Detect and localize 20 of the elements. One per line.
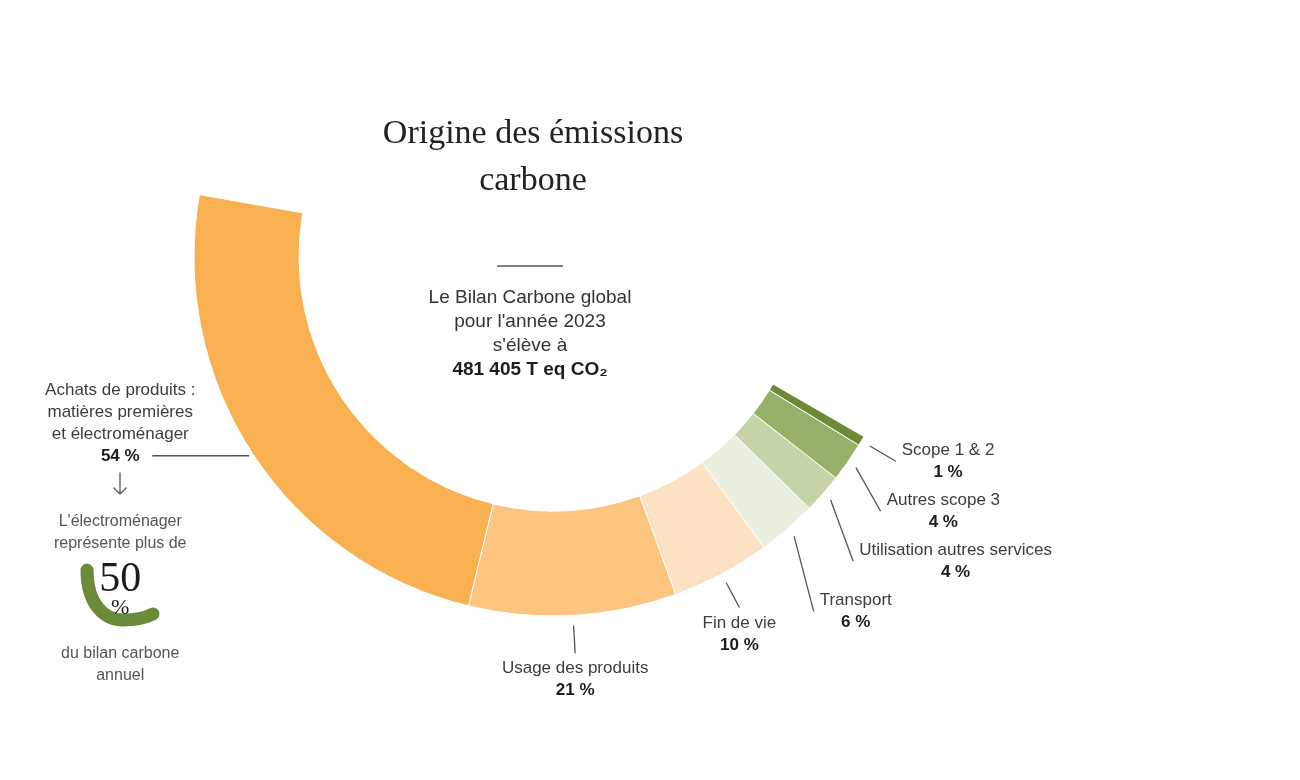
data-label: 6 % xyxy=(841,612,871,632)
data-label: 4 % xyxy=(940,562,971,582)
text: 50 % xyxy=(99,553,142,619)
slice-label: Autres scope 3 xyxy=(886,490,1001,510)
slice-label: Transport xyxy=(819,590,892,610)
data-label: 54 % xyxy=(100,445,140,465)
slice-label: Achats de produits : matières premières et électroménager xyxy=(45,379,196,443)
slice-label: Usage des produits xyxy=(501,658,649,678)
slice-label: Scope 1 & 2 xyxy=(901,440,995,460)
data-label: 21 % xyxy=(555,680,595,700)
chart-title: Origine des émissions carbone xyxy=(382,113,684,197)
text: du bilan carbone annuel xyxy=(61,643,180,683)
data-label: 10 % xyxy=(720,634,759,654)
slice-label: Utilisation autres services xyxy=(859,540,1052,560)
slice-label: Fin de vie xyxy=(702,612,777,632)
text: 481 405 T eq CO₂ xyxy=(452,358,608,379)
data-label: 4 % xyxy=(928,512,958,532)
data-label: 1 % xyxy=(933,462,963,482)
text: Le Bilan Carbone global pour l'année 2023 s'élève à xyxy=(428,286,632,355)
text: L'électroménager représente plus de xyxy=(53,511,187,551)
